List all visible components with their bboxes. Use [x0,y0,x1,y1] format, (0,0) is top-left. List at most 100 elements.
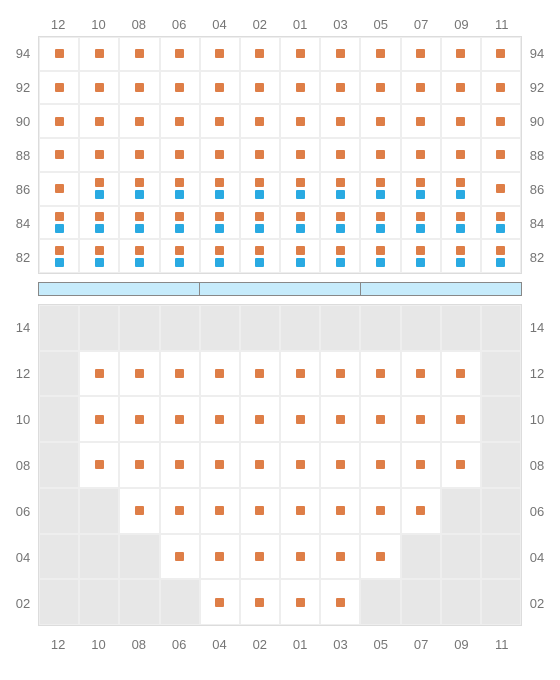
seat-cell[interactable] [200,579,240,625]
seat-cell[interactable] [280,104,320,138]
seat-cell[interactable] [481,71,521,105]
seat-cell[interactable] [160,534,200,580]
seat-cell[interactable] [320,239,360,273]
seat-cell[interactable] [360,172,400,206]
seat-cell[interactable] [200,104,240,138]
seat-cell[interactable] [240,534,280,580]
seat-cell[interactable] [200,37,240,71]
seat-cell[interactable] [481,104,521,138]
seat-cell[interactable] [401,138,441,172]
seat-cell[interactable] [240,396,280,442]
seat-cell[interactable] [401,71,441,105]
seat-cell[interactable] [401,351,441,397]
seat-cell[interactable] [119,488,159,534]
seat-cell[interactable] [119,442,159,488]
seat-cell[interactable] [401,488,441,534]
seat-cell[interactable] [240,239,280,273]
seat-cell[interactable] [280,579,320,625]
seat-cell[interactable] [160,172,200,206]
seat-cell[interactable] [320,71,360,105]
seat-cell[interactable] [200,206,240,240]
seat-cell[interactable] [320,351,360,397]
seat-cell[interactable] [320,104,360,138]
seat-cell[interactable] [401,442,441,488]
seat-cell[interactable] [280,534,320,580]
seat-cell[interactable] [441,442,481,488]
seat-cell[interactable] [200,488,240,534]
seat-cell[interactable] [79,71,119,105]
seat-cell[interactable] [360,239,400,273]
seat-cell[interactable] [441,71,481,105]
seat-cell[interactable] [240,351,280,397]
seat-cell[interactable] [240,488,280,534]
seat-cell[interactable] [200,534,240,580]
seat-cell[interactable] [401,37,441,71]
seat-cell[interactable] [39,239,79,273]
seat-cell[interactable] [240,104,280,138]
seat-cell[interactable] [280,351,320,397]
seat-cell[interactable] [160,206,200,240]
seat-cell[interactable] [481,206,521,240]
seat-cell[interactable] [240,579,280,625]
seat-cell[interactable] [39,71,79,105]
seat-cell[interactable] [280,138,320,172]
seat-cell[interactable] [360,206,400,240]
seat-cell[interactable] [79,239,119,273]
seat-cell[interactable] [280,396,320,442]
seat-cell[interactable] [320,206,360,240]
seat-cell[interactable] [200,71,240,105]
seat-cell[interactable] [79,206,119,240]
seat-cell[interactable] [280,37,320,71]
seat-cell[interactable] [200,396,240,442]
seat-cell[interactable] [441,172,481,206]
seat-cell[interactable] [119,104,159,138]
seat-cell[interactable] [160,488,200,534]
seat-cell[interactable] [360,71,400,105]
seat-cell[interactable] [441,206,481,240]
seat-cell[interactable] [360,396,400,442]
seat-cell[interactable] [200,442,240,488]
seat-cell[interactable] [200,172,240,206]
seat-cell[interactable] [360,351,400,397]
seat-cell[interactable] [79,37,119,71]
seat-cell[interactable] [79,104,119,138]
seat-cell[interactable] [320,442,360,488]
seat-cell[interactable] [441,396,481,442]
seat-cell[interactable] [401,239,441,273]
seat-cell[interactable] [360,534,400,580]
seat-cell[interactable] [280,172,320,206]
seat-cell[interactable] [240,172,280,206]
seat-cell[interactable] [79,138,119,172]
seat-cell[interactable] [441,37,481,71]
seat-cell[interactable] [401,172,441,206]
seat-cell[interactable] [280,206,320,240]
seat-cell[interactable] [119,351,159,397]
seat-cell[interactable] [240,37,280,71]
seat-cell[interactable] [320,172,360,206]
seat-cell[interactable] [240,442,280,488]
seat-cell[interactable] [160,37,200,71]
seat-cell[interactable] [119,396,159,442]
seat-cell[interactable] [320,138,360,172]
seat-cell[interactable] [39,138,79,172]
seat-cell[interactable] [481,172,521,206]
seat-cell[interactable] [401,104,441,138]
seat-cell[interactable] [79,172,119,206]
seat-cell[interactable] [441,138,481,172]
seat-cell[interactable] [79,351,119,397]
seat-cell[interactable] [441,351,481,397]
seat-cell[interactable] [360,37,400,71]
seat-cell[interactable] [39,206,79,240]
seat-cell[interactable] [280,442,320,488]
seat-cell[interactable] [401,206,441,240]
seat-cell[interactable] [320,396,360,442]
seat-cell[interactable] [320,534,360,580]
seat-cell[interactable] [119,239,159,273]
seat-cell[interactable] [320,37,360,71]
seat-cell[interactable] [39,172,79,206]
seat-cell[interactable] [401,396,441,442]
seat-cell[interactable] [39,37,79,71]
seat-cell[interactable] [360,104,400,138]
seat-cell[interactable] [79,442,119,488]
seat-cell[interactable] [200,239,240,273]
